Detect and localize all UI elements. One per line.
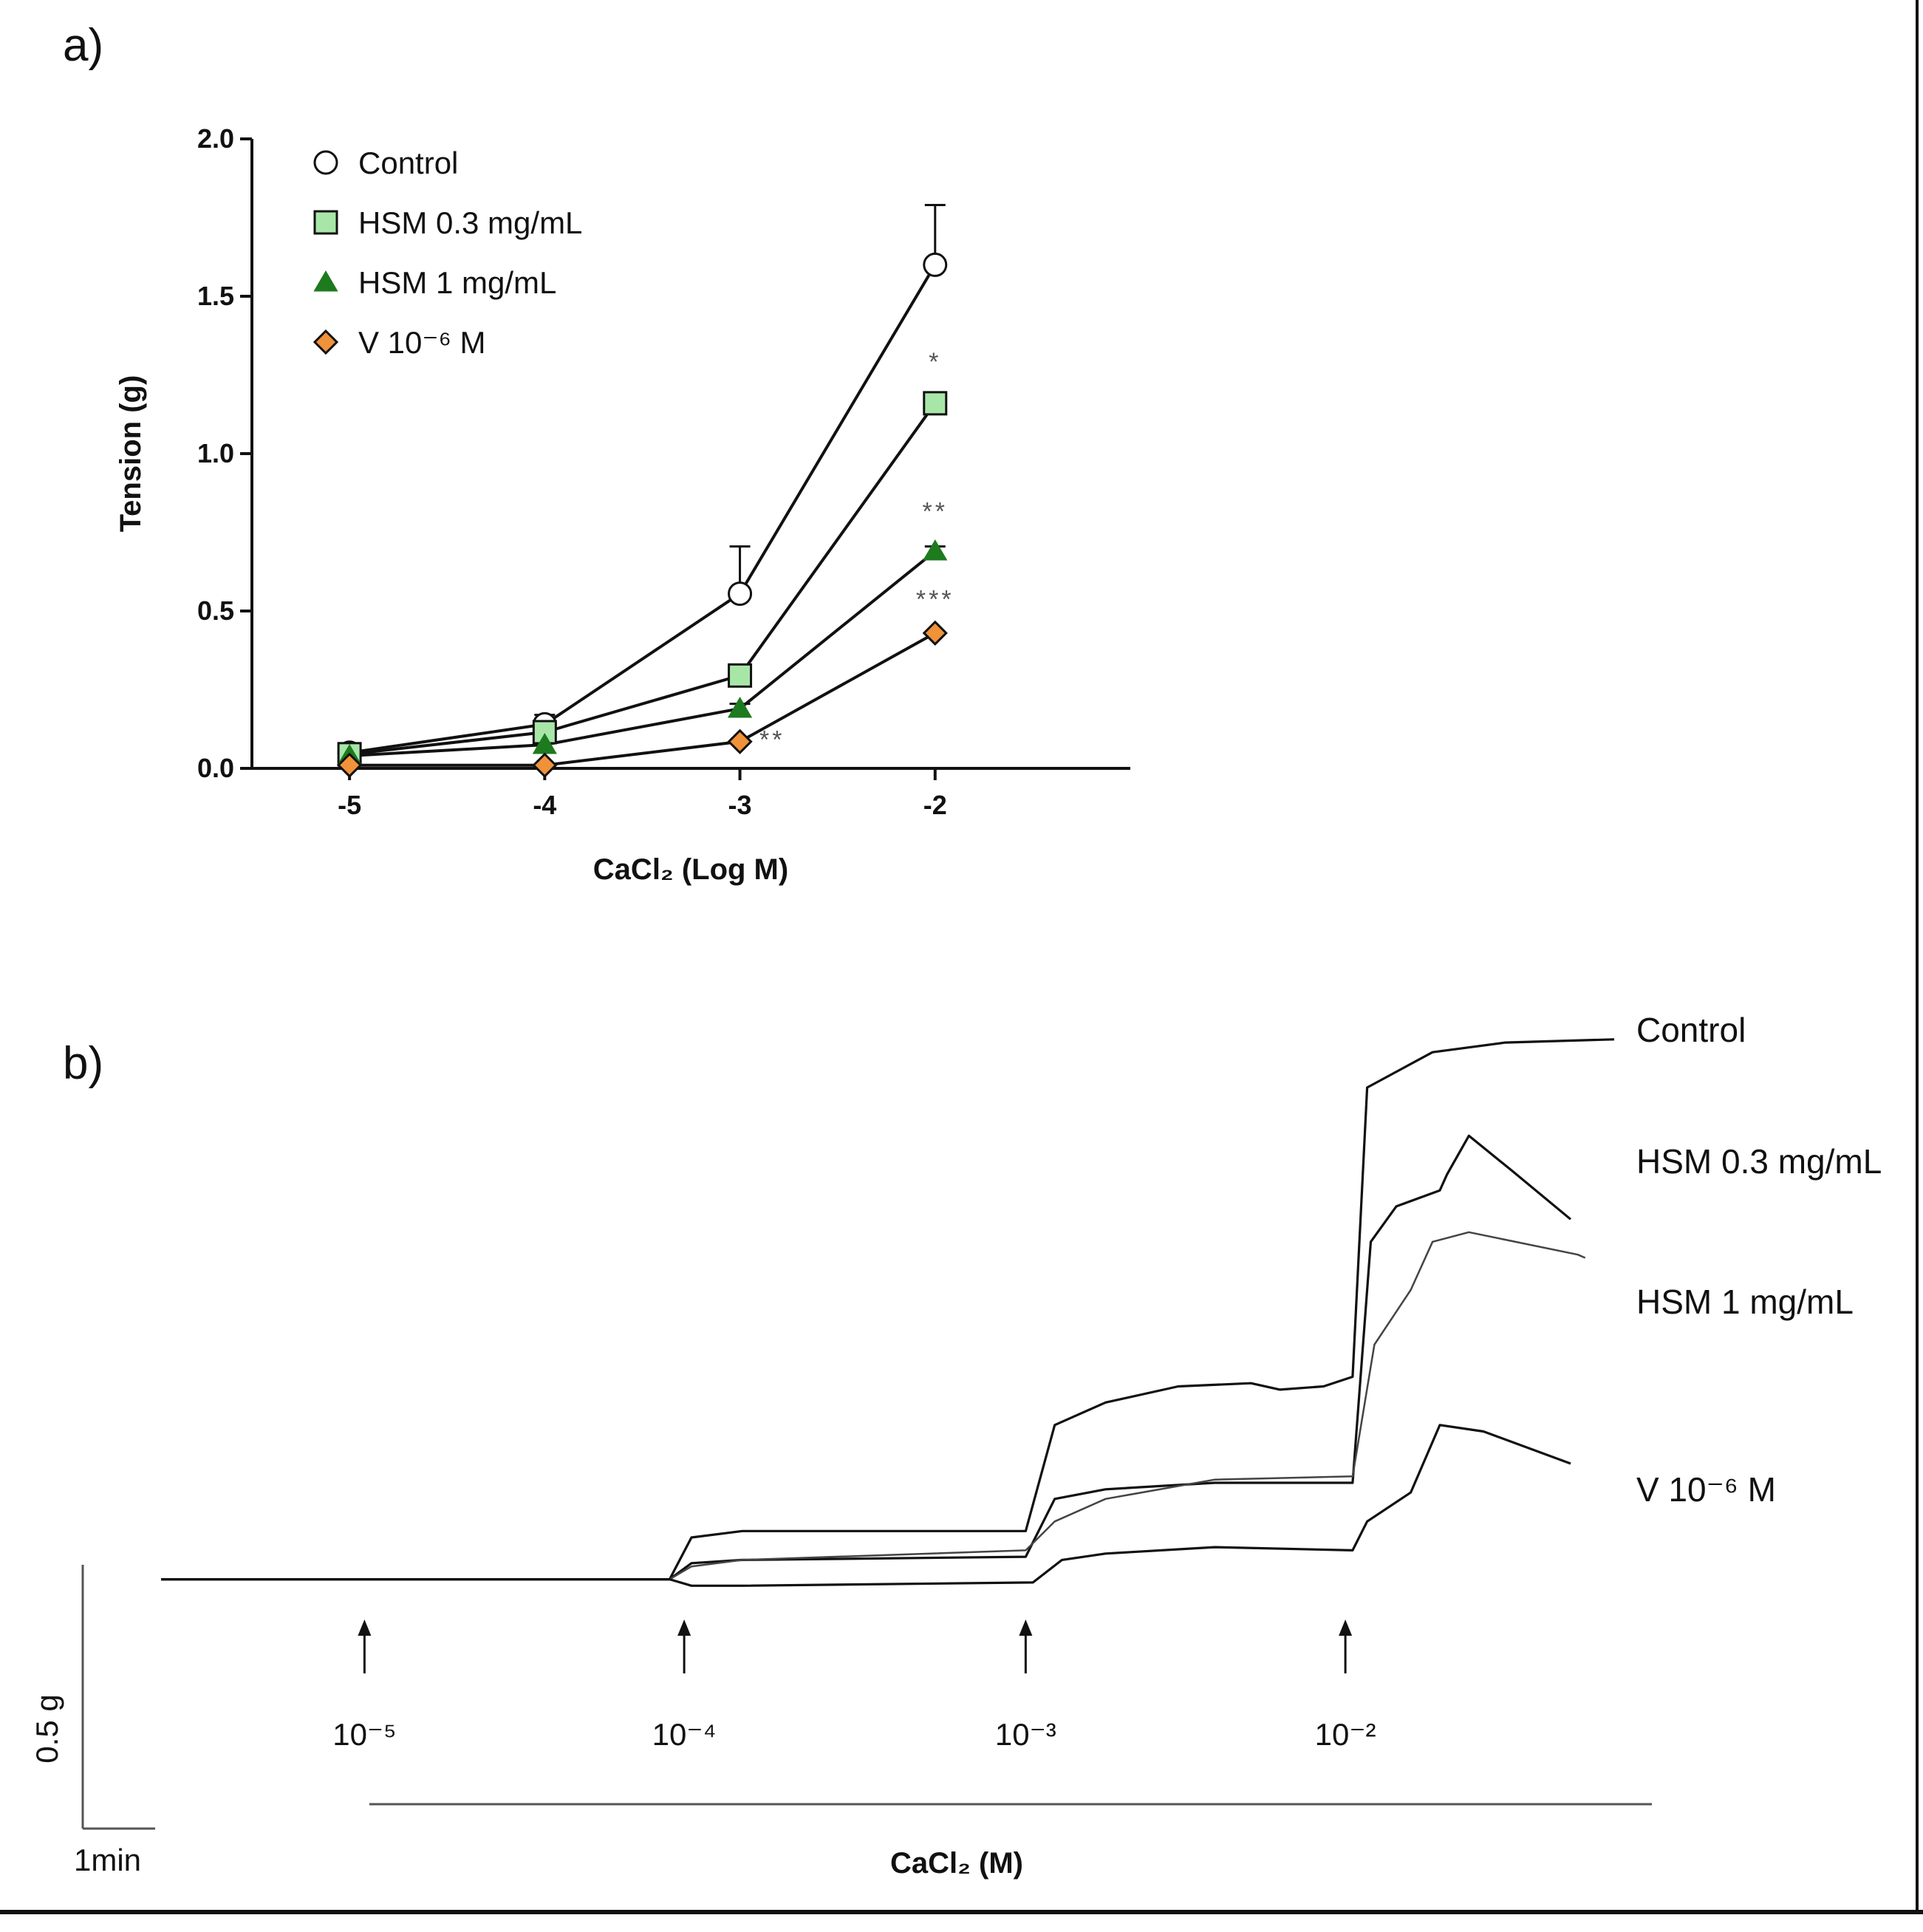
- data-point-control: [923, 252, 948, 277]
- data-point-hsm-0-3-mg-ml: [923, 391, 948, 416]
- x-tick-label: -3: [728, 790, 752, 820]
- data-point-hsm-1-mg-ml: [727, 697, 753, 718]
- series-line-hsm-1-mg-ml: [349, 550, 937, 757]
- data-point-hsm-1-mg-ml: [923, 539, 948, 561]
- x-tick-label: -2: [923, 790, 947, 820]
- data-point-v-10-m: [532, 752, 558, 778]
- series-line-hsm-0-3-mg-ml: [349, 402, 937, 756]
- trace-label-hsm-0-3-mg-ml: HSM 0.3 mg/mL: [1636, 1142, 1882, 1181]
- addition-arrow-icon: [1339, 1619, 1353, 1636]
- data-point-control: [728, 581, 753, 607]
- y-tick-label: 1.5: [197, 281, 234, 311]
- trace-control: [161, 1038, 1615, 1581]
- addition-arrow-icon: [1019, 1619, 1033, 1636]
- legend-marker-v-10-m: [312, 329, 339, 355]
- legend-label-hsm-0-3-mg-ml: HSM 0.3 mg/mL: [358, 205, 582, 240]
- significance-label: **: [923, 497, 948, 525]
- trace-label-hsm-1-mg-ml: HSM 1 mg/mL: [1636, 1283, 1854, 1321]
- scale-bar-x-label: 1min: [74, 1843, 141, 1877]
- trace-v-10-m: [161, 1424, 1571, 1587]
- y-tick-label: 0.0: [197, 753, 234, 783]
- addition-label: 10⁻⁵: [332, 1717, 396, 1752]
- legend-label-control: Control: [358, 146, 458, 180]
- panel-b-label: b): [63, 1038, 103, 1089]
- legend: Control HSM 0.3 mg/mL HSM 1 mg/mL V 10⁻⁶ M: [312, 146, 582, 360]
- legend-marker-control: [313, 150, 338, 175]
- y-axis-label: Tension (g): [115, 375, 147, 533]
- data-point-v-10-m: [336, 752, 363, 778]
- dose-response-chart: 0.0 0.5 1.0 1.5 2.0 -5 -4 -3 -2 Tension (g) CaC…: [115, 123, 1130, 886]
- legend-label-hsm-1-mg-ml: HSM 1 mg/mL: [358, 265, 556, 300]
- panel-a-label: a): [63, 20, 103, 71]
- addition-label: 10⁻²: [1315, 1717, 1376, 1752]
- y-tick-label: 1.0: [197, 438, 234, 468]
- series-line-v-10-m: [349, 632, 936, 767]
- addition-arrow-icon: [358, 1619, 372, 1636]
- trace-hsm-1-mg-ml: [161, 1231, 1586, 1580]
- addition-arrow-icon: [677, 1619, 691, 1636]
- trace-label-v-10-m: V 10⁻⁶ M: [1636, 1470, 1776, 1509]
- x-tick-label: -5: [338, 790, 361, 820]
- data-point-v-10-m: [727, 728, 753, 754]
- legend-label-v-10-m: V 10⁻⁶ M: [358, 325, 486, 360]
- y-tick-label: 0.5: [197, 595, 234, 626]
- x-tick-label: -4: [533, 790, 556, 820]
- trace-hsm-0-3-mg-ml: [161, 1134, 1572, 1581]
- scale-bar-y-label: 0.5 g: [30, 1694, 64, 1763]
- x-axis-label: CaCl₂ (Log M): [593, 853, 788, 886]
- legend-marker-hsm-1-mg-ml: [313, 270, 338, 292]
- significance-label: *: [929, 348, 941, 376]
- legend-marker-hsm-0-3-mg-ml: [313, 210, 338, 235]
- x-axis-label-b: CaCl₂ (M): [890, 1847, 1023, 1880]
- addition-label: 10⁻³: [995, 1717, 1056, 1752]
- addition-label: 10⁻⁴: [652, 1717, 717, 1752]
- significance-label: **: [759, 726, 785, 754]
- trace-label-control: Control: [1636, 1011, 1746, 1049]
- data-point-hsm-0-3-mg-ml: [728, 663, 753, 688]
- significance-label: ***: [916, 586, 954, 614]
- series-line-control: [349, 264, 937, 754]
- y-tick-label: 2.0: [197, 123, 234, 154]
- data-point-v-10-m: [922, 620, 948, 646]
